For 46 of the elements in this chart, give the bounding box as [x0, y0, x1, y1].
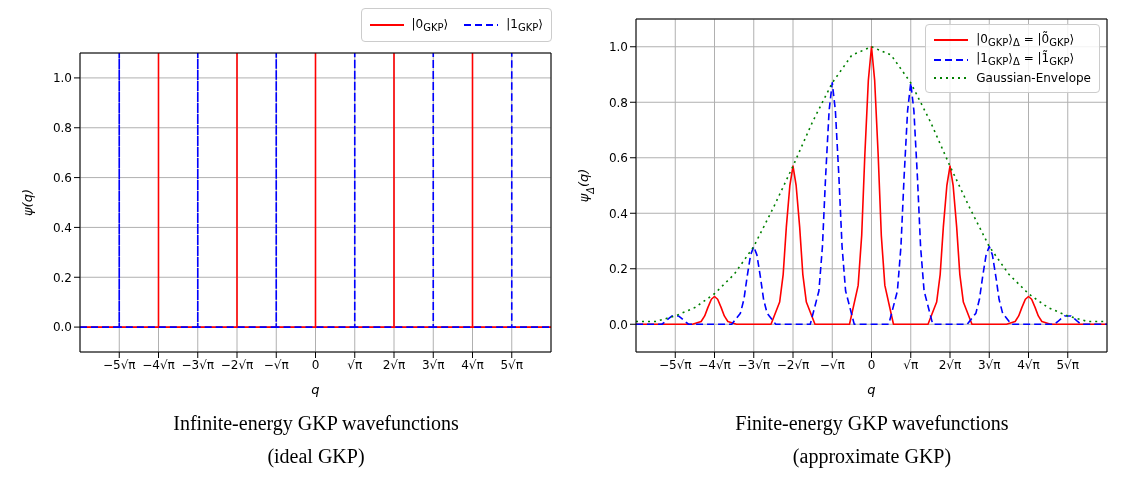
legend-label: |1$_{GKP}$⟩$_{Δ}$ = |1̃$_{GKP}$⟩	[976, 51, 1075, 68]
x-tick-label: −2√π	[776, 357, 810, 372]
text: Infinite-energy GKP wavefunctions	[172, 412, 460, 435]
y-tick-label: 0.4	[608, 206, 628, 221]
y-tick-label: 1.0	[608, 40, 628, 55]
x-axis-title: q	[311, 382, 320, 397]
x-tick-label: 4√π	[461, 357, 484, 372]
x-tick-label: √π	[903, 357, 919, 372]
legend-label: |0$_{GKP}$⟩$_{Δ}$ = |0̃$_{GKP}$⟩	[976, 32, 1075, 49]
y-tick-label: 0.4	[52, 220, 72, 235]
x-axis-title: q	[867, 382, 876, 397]
y-axis-title: ψ(q)	[20, 189, 35, 216]
x-tick-label: 5√π	[1056, 357, 1080, 372]
x-tick-label: −2√π	[220, 357, 254, 372]
x-tick-label: −√π	[819, 357, 845, 372]
x-tick-label: 0	[311, 357, 320, 372]
x-tick-label: 2√π	[382, 357, 406, 372]
x-tick-label: 0	[867, 357, 876, 372]
x-tick-label: −3√π	[737, 357, 771, 372]
x-tick-label: 4√π	[1017, 357, 1040, 372]
x-tick-label: √π	[347, 357, 363, 372]
x-tick-label: 3√π	[977, 357, 1001, 372]
y-tick-label: 0.0	[52, 320, 72, 335]
legend-label: |0$_{GKP}$⟩	[411, 16, 449, 34]
y-tick-label: 0.2	[608, 262, 628, 277]
y-tick-label: 0.2	[52, 270, 72, 285]
legend-label: |1$_{GKP}$⟩	[506, 16, 543, 34]
x-tick-label: 2√π	[938, 357, 962, 372]
y-tick-label: 1.0	[52, 71, 72, 86]
x-tick-label: 5√π	[500, 357, 524, 372]
y-tick-label: 0.6	[608, 151, 628, 166]
y-tick-label: 0.8	[52, 121, 72, 136]
y-tick-label: 0.0	[608, 317, 628, 332]
text: (ideal GKP)	[266, 445, 366, 468]
x-tick-label: −4√π	[698, 357, 731, 372]
x-tick-label: −5√π	[658, 357, 692, 372]
y-tick-label: 0.6	[52, 170, 72, 185]
x-tick-label: −4√π	[142, 357, 175, 372]
text: Finite-energy GKP wavefunctions	[734, 412, 1010, 435]
x-tick-label: −5√π	[102, 357, 136, 372]
x-tick-label: 3√π	[421, 357, 445, 372]
text: (approximate GKP)	[791, 445, 953, 468]
y-tick-label: 0.8	[608, 95, 628, 110]
x-tick-label: −√π	[263, 357, 289, 372]
legend-label: Gaussian-Envelope	[976, 70, 1091, 85]
x-tick-label: −3√π	[181, 357, 215, 372]
